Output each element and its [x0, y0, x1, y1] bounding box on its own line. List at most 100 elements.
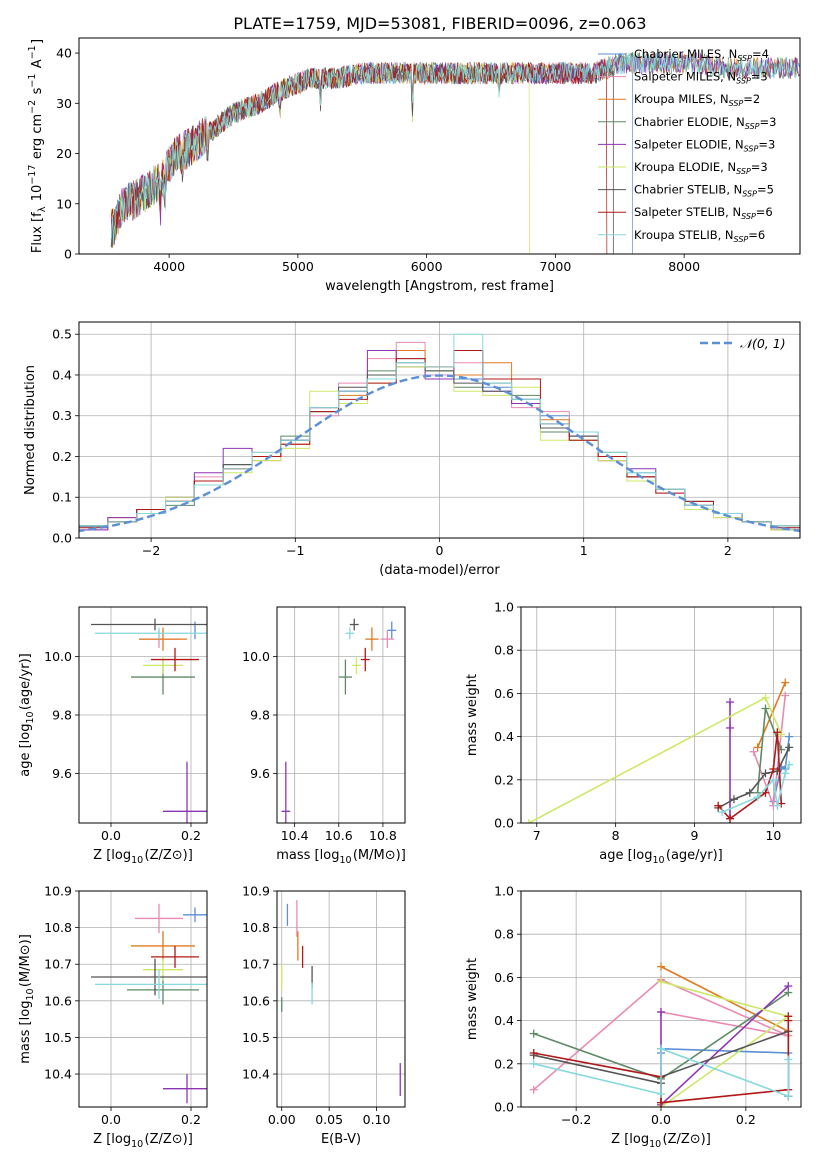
y-tick-label: 10: [56, 196, 72, 211]
y-tick-label: 0.2: [494, 1056, 514, 1071]
label-span: (Z/Z⊙)]: [663, 1132, 711, 1147]
legend-text: =3: [751, 160, 768, 174]
legend: 𝒩(0, 1): [700, 336, 786, 351]
y-axis-label: age [log10 (age/yr)]: [18, 653, 36, 777]
x-tick-label: 10: [765, 828, 781, 843]
axes-spectrum: 4000 5000 6000 7000 8000 0 10 20 30 40 wavelength …: [27, 37, 801, 294]
axes-frame: [520, 606, 802, 824]
label-span: (Z/Z⊙)]: [145, 848, 193, 863]
label-span: Normed distribution: [23, 365, 38, 495]
x-axis-label: E(B-V): [321, 1132, 361, 1147]
y-tick-label: 0.6: [494, 970, 514, 985]
y-tick-label: 10.6: [242, 993, 270, 1008]
x-tick-label: 4000: [153, 259, 185, 274]
y-axis-label: mass weight: [465, 674, 480, 756]
x-tick-label: 0.10: [363, 1112, 391, 1127]
y-tick-label: 10.0: [242, 649, 270, 664]
axes-weight_vs_Z: −0.2 0.0 0.2 0.0 0.2 0.4 0.6 0.8 1.0 Z [log10 (Z/…: [465, 884, 802, 1150]
y-tick-label: 1.0: [494, 884, 514, 899]
legend-sub: SSP: [745, 122, 760, 131]
label-span: −17: [27, 165, 38, 185]
legend-entry: 𝒩(0, 1): [740, 336, 786, 351]
legend-text: =3: [760, 115, 777, 129]
x-axis-label: age [log10 (age/yr)]: [599, 848, 723, 866]
x-tick-label: 0.2: [181, 828, 201, 843]
label-span: mass [: [276, 848, 319, 863]
y-tick-label: 10.8: [242, 920, 270, 935]
x-axis-label: (data-model)/error: [379, 563, 500, 578]
y-tick-label: 10.4: [44, 1067, 72, 1082]
y-tick-label: 10.7: [44, 957, 72, 972]
axes-frame: [276, 890, 406, 1108]
y-tick-label: 20: [56, 146, 72, 161]
label-span: ]: [30, 39, 45, 44]
label-span: age [: [18, 743, 33, 776]
y-tick-label: 9.8: [250, 708, 270, 723]
x-tick-label: 10.8: [369, 828, 397, 843]
legend-entry: Kroupa MILES, NSSP=2: [634, 92, 760, 108]
y-tick-label: 0.8: [494, 643, 514, 658]
plot-area-age_vs_mass: [281, 618, 397, 823]
plot-area-mass_vs_ebv: [281, 900, 401, 1097]
label-span: λ: [37, 206, 48, 212]
x-tick-label: −0.2: [561, 1112, 591, 1127]
label-span: (M/M⊙)]: [353, 848, 406, 863]
plot-area-spectrum: [110, 52, 800, 254]
x-tick-label: 0.05: [315, 1112, 343, 1127]
y-tick-label: 10.4: [242, 1067, 270, 1082]
legend-entry: Chabrier STELIB, NSSP=5: [634, 183, 774, 199]
label-span: (Z/Z⊙)]: [145, 1132, 193, 1147]
y-tick-label: 0.2: [494, 772, 514, 787]
label-span: mass [: [18, 1020, 33, 1063]
legend-text: Kroupa ELODIE, N: [634, 160, 736, 174]
label-span: wavelength [Angstrom, rest frame]: [325, 279, 554, 294]
legend-text: Chabrier STELIB, N: [634, 183, 742, 197]
x-axis-label: Z [log10 (Z/Z⊙)]: [611, 1132, 711, 1150]
y-axis-label: Flux [fλ 10−17 erg cm−2 s−1 A−1 ]: [27, 39, 48, 253]
x-tick-label: 0: [436, 543, 444, 558]
y-tick-label: 10.0: [44, 649, 72, 664]
x-tick-label: 7000: [539, 259, 571, 274]
x-axis-label: wavelength [Angstrom, rest frame]: [325, 279, 554, 294]
label-span: log: [320, 848, 340, 863]
legend-sub: SSP: [729, 99, 744, 108]
legend-sub: SSP: [744, 144, 759, 153]
x-tick-label: 8: [612, 828, 620, 843]
plot-area-residual_hist: [79, 333, 800, 538]
label-span: Z [: [93, 848, 111, 863]
y-tick-label: 0.6: [494, 686, 514, 701]
legend-entry: Kroupa STELIB, NSSP=6: [634, 228, 765, 244]
label-span: Z [: [611, 1132, 629, 1147]
x-tick-label: 0.0: [651, 1112, 671, 1127]
spectrum-line: [110, 52, 800, 244]
label-span: s: [30, 87, 45, 98]
label-span: Z [: [93, 1132, 111, 1147]
y-tick-label: 0.1: [52, 490, 72, 505]
axes-frame: [78, 890, 208, 1108]
y-tick-label: 10.5: [242, 1030, 270, 1045]
x-tick-label: 9: [691, 828, 699, 843]
x-tick-label: 0.2: [181, 1112, 201, 1127]
y-tick-label: 30: [56, 96, 72, 111]
label-span: log: [629, 1132, 649, 1147]
axes-age_vs_mass: 10.4 10.6 10.8 9.6 9.8 10.0 mass [log10 (M/M⊙)…: [242, 606, 406, 866]
weight-series: [528, 696, 783, 823]
y-tick-label: 10.9: [242, 884, 270, 899]
label-span: age [: [599, 848, 632, 863]
y-tick-label: 0.4: [52, 367, 72, 382]
x-tick-label: 6000: [411, 259, 443, 274]
label-span: (M/M⊙)]: [18, 934, 33, 987]
legend-text: Salpeter MILES, N: [634, 70, 736, 84]
axes-frame: [78, 37, 801, 255]
plot-area-age_vs_Z: [91, 618, 207, 823]
x-tick-label: −2: [142, 543, 160, 558]
y-axis-label: mass [log10 (M/M⊙)]: [18, 934, 36, 1064]
weight-series: [717, 732, 783, 820]
x-tick-label: 10.6: [325, 828, 353, 843]
y-tick-label: 10.5: [44, 1030, 72, 1045]
x-tick-label: 2: [724, 543, 732, 558]
legend-text: =6: [748, 228, 765, 242]
legend-text: Salpeter ELODIE, N: [634, 137, 744, 151]
legend-text: Salpeter STELIB, N: [634, 205, 741, 219]
